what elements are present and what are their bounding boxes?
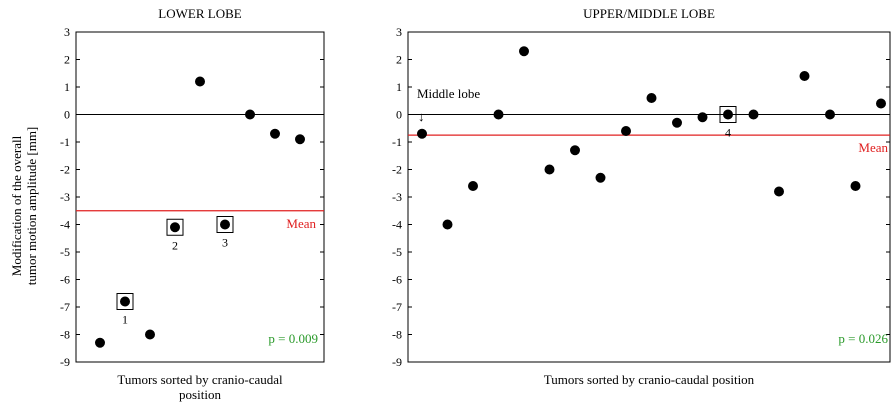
y-tick-label: -2: [60, 163, 70, 177]
data-point: [95, 337, 105, 348]
y-tick-label: -8: [392, 328, 402, 342]
data-point: [442, 219, 453, 230]
y-tick-label: 2: [64, 53, 70, 67]
data-point: [825, 109, 835, 120]
y-ticks: 3 2 1 0 -1 -2 -3 -4 -5 -6 -7 -8 -9: [60, 25, 324, 369]
highlight-number: 4: [725, 126, 731, 140]
y-tick-label: -8: [60, 328, 70, 342]
data-point: [270, 128, 280, 139]
y-axis-label-line-2: tumor motion amplitude [mm]: [24, 127, 39, 286]
panel-title: LOWER LOBE: [158, 6, 241, 21]
y-tick-label: -7: [392, 300, 402, 314]
y-tick-label: 2: [396, 53, 402, 67]
highlight-box: [166, 218, 184, 236]
data-point: [195, 76, 205, 87]
y-tick-label: -9: [392, 355, 402, 369]
data-point: [876, 98, 886, 109]
data-point: [468, 181, 478, 191]
y-tick-label: -6: [60, 273, 70, 287]
y-tick-label: 0: [396, 108, 402, 122]
data-point: [723, 109, 733, 120]
data-point: [220, 219, 230, 230]
data-point: [697, 112, 708, 123]
data-point: [774, 186, 784, 197]
middle-lobe-annotation: Middle lobe: [417, 86, 480, 101]
x-axis-label-line-1: Tumors sorted by cranio-caudal: [117, 372, 283, 387]
y-tick-label: 1: [396, 80, 402, 94]
data-points: [95, 76, 305, 348]
y-tick-label: 3: [396, 25, 402, 39]
highlight-boxes: 4: [719, 106, 737, 140]
mean-label: Mean: [858, 140, 888, 155]
data-point: [544, 164, 555, 175]
highlight-box: [719, 106, 737, 123]
y-tick-label: -2: [392, 163, 402, 177]
y-tick-label: 0: [64, 108, 70, 122]
data-point: [245, 109, 255, 120]
y-tick-label: -4: [60, 218, 70, 232]
y-tick-label: -1: [60, 135, 70, 149]
y-tick-label: -9: [60, 355, 70, 369]
y-axis-label-line-1: Modification of the overall: [9, 135, 24, 276]
data-point: [170, 222, 180, 233]
highlight-box: [116, 293, 134, 310]
y-tick-label: -1: [392, 135, 402, 149]
highlight-boxes: 1 2 3: [116, 216, 234, 327]
y-tick-label: -6: [392, 273, 402, 287]
panel-title: UPPER/MIDDLE LOBE: [583, 6, 715, 21]
data-point: [646, 93, 657, 103]
panel-upper-middle-lobe: UPPER/MIDDLE LOBE 3 2 1 0 -1 -2 -3 -4 -5 -6 -7 -8 -9…: [392, 6, 891, 387]
x-axis-label: Tumors sorted by cranio-caudal position: [544, 372, 755, 387]
data-point: [850, 181, 861, 191]
highlight-box: [216, 216, 234, 233]
data-point: [748, 109, 759, 120]
highlight-number: 3: [222, 236, 228, 250]
p-value: p = 0.009: [268, 331, 318, 346]
y-tick-label: -5: [392, 245, 402, 259]
x-axis-label-line-2: position: [179, 387, 221, 402]
data-point: [493, 109, 504, 120]
data-point: [519, 46, 529, 57]
y-ticks: 3 2 1 0 -1 -2 -3 -4 -5 -6 -7 -8 -9: [392, 25, 890, 369]
data-point: [570, 145, 580, 156]
plot-frame: [407, 31, 891, 363]
y-tick-label: 3: [64, 25, 70, 39]
mean-label: Mean: [286, 216, 316, 231]
data-point: [672, 117, 682, 128]
p-value: p = 0.026: [838, 331, 888, 346]
highlight-number: 1: [122, 313, 128, 327]
data-point: [621, 126, 631, 136]
y-tick-label: -5: [60, 245, 70, 259]
highlight-number: 2: [172, 238, 178, 252]
y-tick-label: -3: [392, 190, 402, 204]
panel-lower-lobe: LOWER LOBE 3 2 1 0 -1 -2 -3 -4 -5 -6 -7 -8 -9 Mean 1…: [60, 6, 325, 402]
y-axis-label: Modification of the overall tumor motion…: [9, 127, 39, 286]
data-point: [145, 329, 155, 340]
data-point: [295, 134, 305, 145]
data-point: [595, 172, 606, 183]
middle-lobe-arrow: ↓: [418, 109, 425, 124]
y-tick-label: -7: [60, 300, 70, 314]
data-point: [417, 128, 427, 139]
y-tick-label: -4: [392, 218, 402, 232]
data-points: [417, 46, 886, 230]
y-tick-label: -3: [60, 190, 70, 204]
data-point: [799, 71, 810, 81]
data-point: [120, 296, 130, 307]
y-tick-label: 1: [64, 80, 70, 94]
